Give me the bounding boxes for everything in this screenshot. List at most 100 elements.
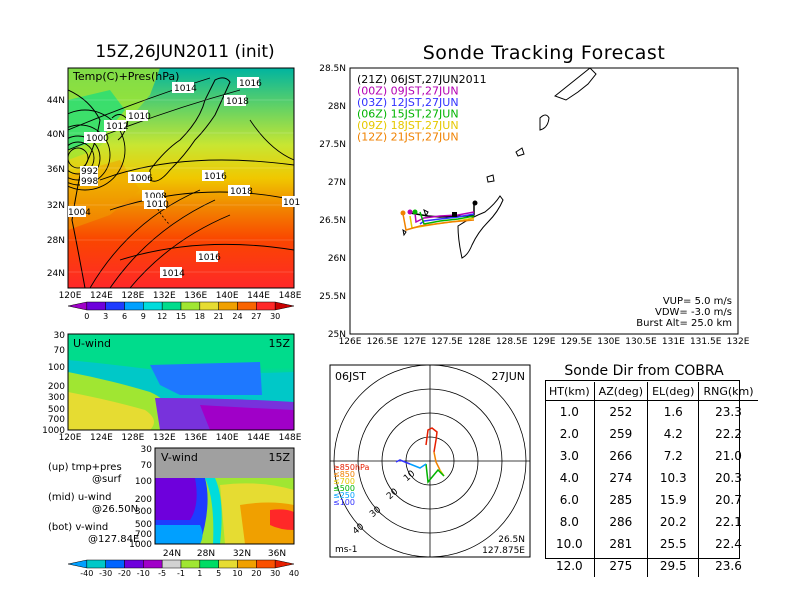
table-cell: 275 — [593, 555, 648, 577]
param-vdw: VDW= -3.0 m/s — [655, 307, 732, 318]
colorbar-label: -40 — [80, 569, 93, 578]
note-line: (up) tmp+pres — [48, 462, 122, 473]
track-endpoint — [412, 209, 418, 215]
colorbar-swatch — [218, 301, 238, 311]
isobar-label: 1006 — [130, 174, 153, 184]
isobar-label: 101 — [283, 198, 300, 208]
lon-label: 124E — [90, 291, 113, 301]
table-cell: 20.7 — [698, 489, 758, 511]
lon-label: 120E — [59, 291, 82, 301]
colorbar-label: 15 — [176, 312, 186, 321]
lat-label: 28N — [197, 549, 215, 559]
lon-label: 148E — [279, 433, 302, 443]
u-wind-time: 15Z — [268, 337, 290, 350]
colorbar-label: 10 — [232, 569, 242, 578]
table-cell: 23.3 — [698, 400, 758, 423]
p-label: 1000 — [42, 426, 65, 436]
table-cell: 29.5 — [647, 555, 699, 577]
table-cell: 23.6 — [698, 555, 758, 577]
table-cell: 1.6 — [647, 400, 699, 423]
isobar-label: 1010 — [128, 112, 151, 122]
colorbar-swatch — [218, 559, 238, 569]
lon-label: 132E — [153, 433, 176, 443]
lon-label: 128E — [121, 291, 144, 301]
note-line: @26.50N — [92, 504, 138, 515]
lon-label: 130E — [597, 337, 620, 347]
lon-label: 140E — [216, 433, 239, 443]
polar-unit: ms-1 — [335, 545, 357, 555]
p-label: 700 — [135, 530, 152, 540]
u-wind-label: U-wind — [73, 337, 111, 350]
isobar-label: 1016 — [239, 79, 262, 89]
lat-label: 28N — [47, 236, 65, 246]
lon-label: 148E — [279, 291, 302, 301]
p-label: 30 — [54, 331, 66, 341]
isobar-label: 998 — [81, 177, 98, 187]
p-label: 200 — [48, 382, 65, 392]
colorbar-label: -1 — [177, 569, 185, 578]
colorbar-label: 30 — [270, 312, 280, 321]
lat-label: 32N — [233, 549, 251, 559]
u-wind-section: U-wind 15Z 30 70 100 200 300 500 700 100… — [42, 331, 302, 443]
colorbar-label: 12 — [157, 312, 167, 321]
table-cell: 2.0 — [559, 427, 579, 441]
colorbar-label: 6 — [122, 312, 127, 321]
lon-label: 144E — [247, 291, 270, 301]
table-cell: 259 — [593, 423, 648, 445]
track-06z — [419, 211, 475, 225]
level-entry: ≤100 — [333, 498, 355, 507]
table-cell: 10.3 — [647, 467, 699, 489]
colorbar-swatch — [124, 559, 144, 569]
table-cell: 12.0 — [555, 559, 583, 573]
note-line: @127.84E — [88, 534, 139, 545]
p-label: 70 — [54, 346, 66, 356]
lon-label: 126.5E — [367, 337, 399, 347]
p-label: 1000 — [129, 540, 152, 550]
p-label: 300 — [48, 393, 65, 403]
legend-entry: (21Z) 06JST,27JUN2011 — [357, 73, 487, 86]
lat-label: 36N — [268, 549, 286, 559]
colorbar-label: 3 — [103, 312, 108, 321]
colorbar-swatch — [274, 301, 295, 311]
lat-label: 24N — [163, 549, 181, 559]
isobar-label: 1018 — [226, 97, 249, 107]
colorbar-swatch — [180, 301, 201, 311]
lon-label: 128E — [121, 433, 144, 443]
lat-label: 44N — [47, 96, 65, 106]
legend-entry: (03Z) 12JST,27JUN — [357, 96, 459, 109]
table-cell: 274 — [593, 467, 648, 489]
right-panel-title: Sonde Tracking Forecast — [422, 42, 666, 64]
lat-label: 36N — [47, 165, 65, 175]
p-label: 700 — [48, 415, 65, 425]
table-cell: 286 — [593, 511, 648, 533]
track-legend: (21Z) 06JST,27JUN2011(00Z) 09JST,27JUN(0… — [357, 73, 487, 144]
p-label: 100 — [48, 363, 65, 373]
p-label: 300 — [135, 507, 152, 517]
wind-colorbar: -40 -30 -20 -10 -5 -1 1 5 10 20 30 40 — [67, 559, 299, 578]
colorbar-swatch — [124, 301, 144, 311]
isobar-label: 1016 — [198, 253, 221, 263]
colorbar-swatch — [105, 301, 125, 311]
table-cell: 266 — [593, 445, 648, 467]
column-header: RNG(km) — [698, 382, 758, 401]
sonde-direction-table: HT(km) AZ(deg) EL(deg) RNG(km) 1.0 252 1.6 23.… — [545, 382, 758, 577]
colorbar-label: -20 — [118, 569, 131, 578]
panel-notes: (up) tmp+pres @surf (mid) u-wind @26.50N… — [48, 462, 139, 545]
temperature-map: 1016 1014 1018 1012 1010 1000 992 998 10… — [47, 67, 302, 301]
polar-time: 06JST — [335, 370, 366, 383]
lon-label: 131.5E — [690, 337, 722, 347]
colorbar-label: 30 — [270, 569, 280, 578]
p-label: 500 — [48, 405, 65, 415]
lat-label: 26N — [328, 254, 346, 264]
colorbar-swatch — [86, 301, 106, 311]
colorbar-label: -5 — [158, 569, 166, 578]
lon-label: 128E — [468, 337, 491, 347]
lon-label: 126E — [339, 337, 362, 347]
table-cell: 22.1 — [698, 511, 758, 533]
temperature-map-label: Temp(C)+Pres(hPa) — [72, 70, 179, 83]
isobar-label: 992 — [81, 167, 98, 177]
table-cell: 20.3 — [698, 467, 758, 489]
lon-label: 129.5E — [561, 337, 593, 347]
colorbar-swatch — [86, 559, 106, 569]
v-wind-section: V-wind 15Z 30 70 100 200 300 500 700 100… — [129, 445, 295, 559]
